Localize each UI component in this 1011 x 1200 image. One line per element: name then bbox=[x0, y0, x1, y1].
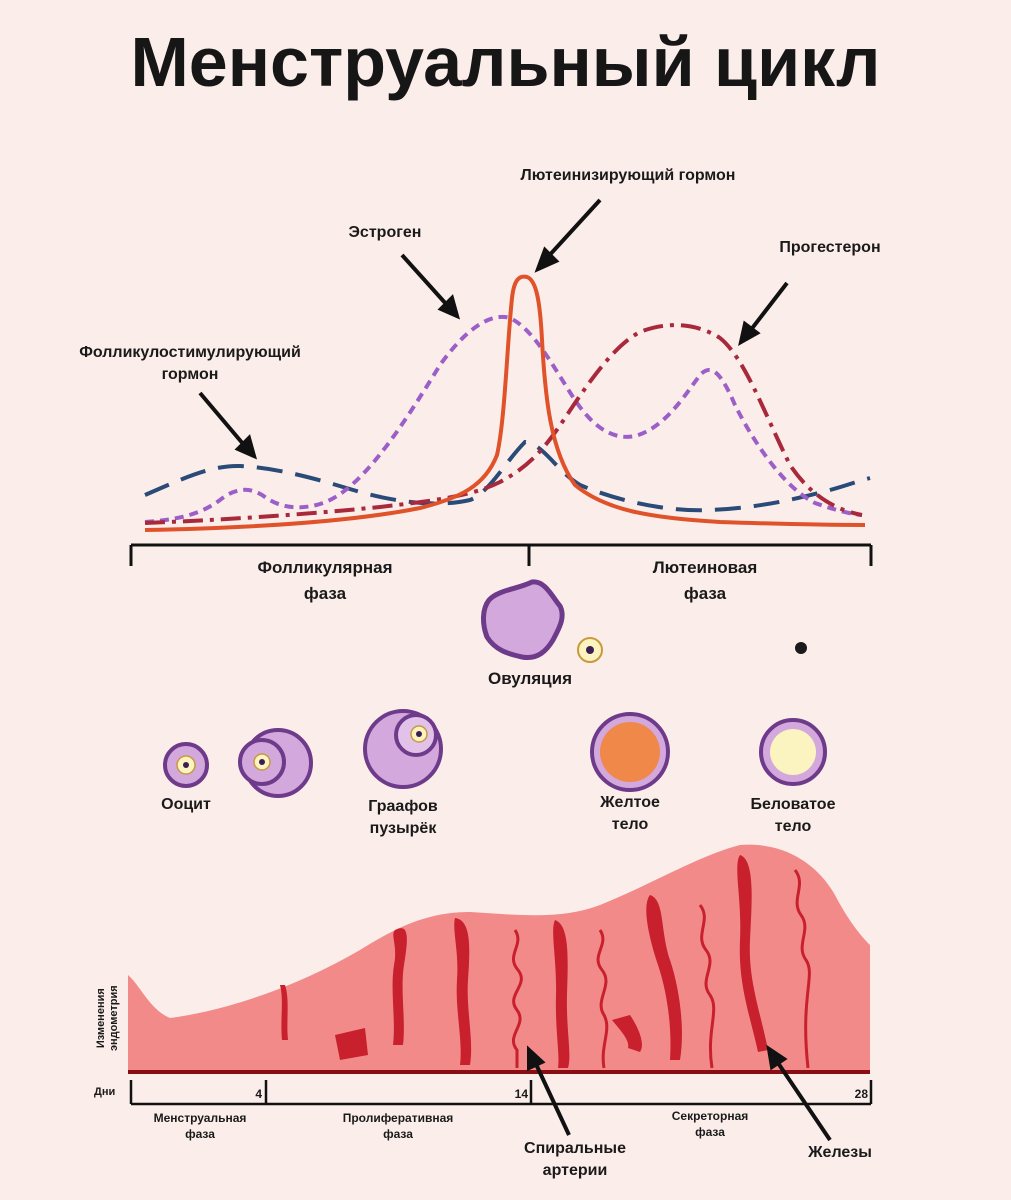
secretory-phase-label: Секреторная фаза bbox=[671, 1109, 749, 1140]
estrogen-label: Эстроген bbox=[348, 224, 422, 241]
day-tick-28: 28 bbox=[854, 1087, 868, 1101]
luteal-phase-label: Лютеиновая фаза bbox=[652, 558, 758, 604]
proliferative-phase-label: Пролиферативная фаза bbox=[342, 1111, 454, 1142]
endometrium-axis-label: Изменения эндометрия bbox=[94, 985, 120, 1052]
ovulation-label: Овуляция bbox=[487, 669, 573, 688]
graafian-follicle-label: Граафов пузырёк bbox=[368, 798, 438, 837]
day-tick-14: 14 bbox=[514, 1087, 528, 1101]
follicular-phase-label: Фолликулярная фаза bbox=[257, 558, 393, 604]
glands-label: Железы bbox=[808, 1144, 872, 1161]
graafian-follicle bbox=[363, 709, 443, 789]
day-tick-4: 4 bbox=[255, 1087, 262, 1101]
menstrual-phase-label: Менструальная фаза bbox=[153, 1111, 247, 1142]
endometrium-glands bbox=[280, 855, 811, 1069]
corpus-luteum bbox=[590, 712, 670, 792]
phase-bracket bbox=[129, 543, 873, 566]
corpus-albicans-label: Беловатое тело bbox=[750, 796, 836, 835]
hormone-arrows bbox=[198, 198, 789, 460]
ruptured-follicle bbox=[481, 579, 565, 661]
corpus-albicans bbox=[759, 718, 827, 786]
progesterone-label: Прогестерон bbox=[779, 239, 881, 256]
dot-remnant bbox=[795, 642, 807, 654]
egg-nucleus bbox=[586, 646, 594, 654]
endometrium-tissue bbox=[128, 844, 870, 1072]
days-axis bbox=[129, 1080, 873, 1106]
spiral-arteries-label: Спиральные артерии bbox=[524, 1140, 626, 1179]
fsh-curve bbox=[144, 439, 871, 513]
oocyte-label: Ооцит bbox=[161, 796, 211, 813]
progesterone-curve bbox=[144, 323, 863, 525]
days-label: Дни bbox=[94, 1086, 116, 1098]
oocyte-group bbox=[163, 742, 209, 788]
lh-label: Лютеинизирующий гормон bbox=[520, 167, 736, 184]
fsh-label: Фолликулостимулирующий гормон bbox=[79, 344, 301, 383]
endometrium-arrows bbox=[527, 1044, 832, 1142]
growing-follicle bbox=[238, 728, 313, 798]
lh-curve bbox=[144, 274, 866, 532]
estrogen-curve bbox=[144, 314, 863, 524]
corpus-luteum-label: Желтое тело bbox=[600, 794, 660, 833]
page-title: Менструальный цикл bbox=[130, 23, 881, 101]
